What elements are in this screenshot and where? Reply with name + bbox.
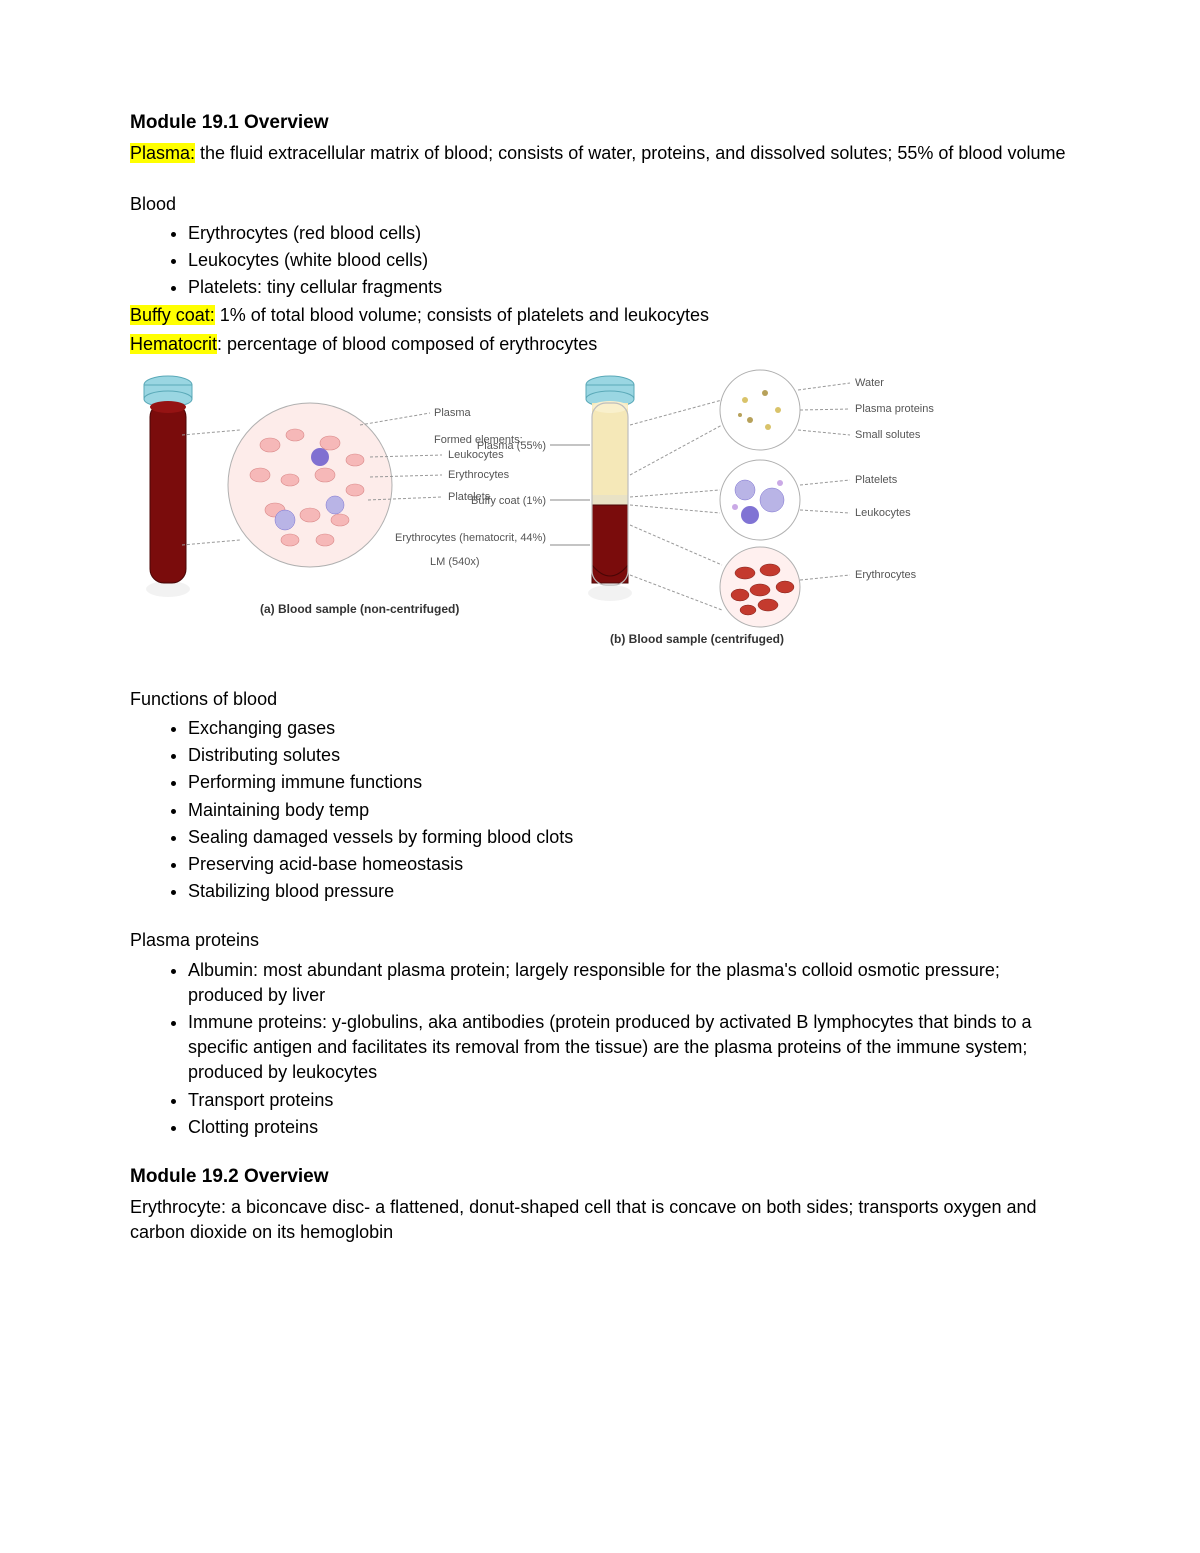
label-plasma-a: Plasma <box>434 407 472 419</box>
list-item: Immune proteins: y-globulins, aka antibo… <box>188 1010 1070 1086</box>
tube-b <box>586 376 634 601</box>
mag-plasma: Water Plasma proteins Small solutes <box>630 370 934 475</box>
label-leukocytes: Leukocytes <box>855 507 911 519</box>
panel-b: Plasma (55%) Buffy coat (1%) Erythrocyte… <box>395 370 934 646</box>
label-erythrocytes: Erythrocytes <box>855 569 917 581</box>
module-192-title: Module 19.2 Overview <box>130 1164 1070 1191</box>
erythrocyte-definition: Erythrocyte: a biconcave disc- a flatten… <box>130 1195 1070 1245</box>
hematocrit-def-text: : percentage of blood composed of erythr… <box>217 334 597 354</box>
list-item: Distributing solutes <box>188 743 1070 768</box>
list-item: Preserving acid-base homeostasis <box>188 852 1070 877</box>
plasma-term: Plasma: <box>130 143 195 163</box>
list-item: Clotting proteins <box>188 1115 1070 1140</box>
label-water: Water <box>855 377 884 389</box>
diagram-svg: Plasma Formed elements: Leukocytes Eryth… <box>130 365 950 655</box>
tube-a <box>144 376 192 597</box>
page: Module 19.1 Overview Plasma: the fluid e… <box>0 0 1200 1553</box>
plasma-def-text: the fluid extracellular matrix of blood;… <box>195 143 1065 163</box>
label-plasma-b: Plasma (55%) <box>477 440 546 452</box>
list-item: Sealing damaged vessels by forming blood… <box>188 825 1070 850</box>
buffy-def-text: 1% of total blood volume; consists of pl… <box>215 305 709 325</box>
list-item: Erythrocytes (red blood cells) <box>188 221 1070 246</box>
blood-heading: Blood <box>130 192 1070 217</box>
list-item: Albumin: most abundant plasma protein; l… <box>188 958 1070 1008</box>
caption-b: (b) Blood sample (centrifuged) <box>610 632 784 646</box>
blood-diagram: Plasma Formed elements: Leukocytes Eryth… <box>130 365 1070 655</box>
magnified-a <box>228 403 392 567</box>
module-191-title: Module 19.1 Overview <box>130 110 1070 137</box>
list-item: Platelets: tiny cellular fragments <box>188 275 1070 300</box>
label-solutes: Small solutes <box>855 429 921 441</box>
list-item: Leukocytes (white blood cells) <box>188 248 1070 273</box>
list-item: Performing immune functions <box>188 770 1070 795</box>
buffy-term: Buffy coat: <box>130 305 215 325</box>
caption-a: (a) Blood sample (non-centrifuged) <box>260 602 459 616</box>
label-lm: LM (540x) <box>430 556 480 568</box>
blood-list: Erythrocytes (red blood cells) Leukocyte… <box>130 221 1070 301</box>
label-pproteins: Plasma proteins <box>855 403 934 415</box>
plasma-proteins-heading: Plasma proteins <box>130 928 1070 953</box>
mag-buffy: Platelets Leukocytes <box>630 460 911 540</box>
list-item: Transport proteins <box>188 1088 1070 1113</box>
hematocrit-line: Hematocrit: percentage of blood composed… <box>130 332 1070 357</box>
list-item: Maintaining body temp <box>188 798 1070 823</box>
mag-rbc: Erythrocytes <box>630 525 917 627</box>
label-platelets: Platelets <box>855 474 898 486</box>
functions-heading: Functions of blood <box>130 687 1070 712</box>
plasma-proteins-list: Albumin: most abundant plasma protein; l… <box>130 958 1070 1140</box>
buffy-coat-line: Buffy coat: 1% of total blood volume; co… <box>130 303 1070 328</box>
list-item: Stabilizing blood pressure <box>188 879 1070 904</box>
functions-list: Exchanging gases Distributing solutes Pe… <box>130 716 1070 904</box>
label-buffy-b: Buffy coat (1%) <box>471 495 546 507</box>
label-eryth-a: Erythrocytes <box>448 469 510 481</box>
list-item: Exchanging gases <box>188 716 1070 741</box>
hematocrit-term: Hematocrit <box>130 334 217 354</box>
plasma-definition: Plasma: the fluid extracellular matrix o… <box>130 141 1070 166</box>
label-eryth-tube: Erythrocytes (hematocrit, 44%) <box>395 532 546 544</box>
